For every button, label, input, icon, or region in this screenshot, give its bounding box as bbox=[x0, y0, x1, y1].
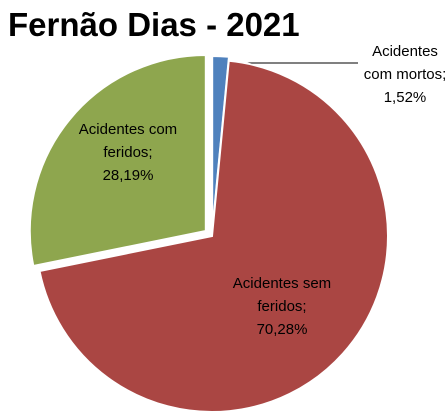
data-label: Acidentes com feridos; 28,19% bbox=[78, 121, 178, 184]
chart-title: Fernão Dias - 2021 bbox=[8, 6, 300, 43]
pie-slice bbox=[28, 53, 207, 268]
data-label: Acidentes sem feridos; 70,28% bbox=[232, 275, 332, 338]
pie-slice bbox=[38, 59, 389, 413]
data-label: Acidentes com mortos; 1,52% bbox=[363, 43, 447, 106]
